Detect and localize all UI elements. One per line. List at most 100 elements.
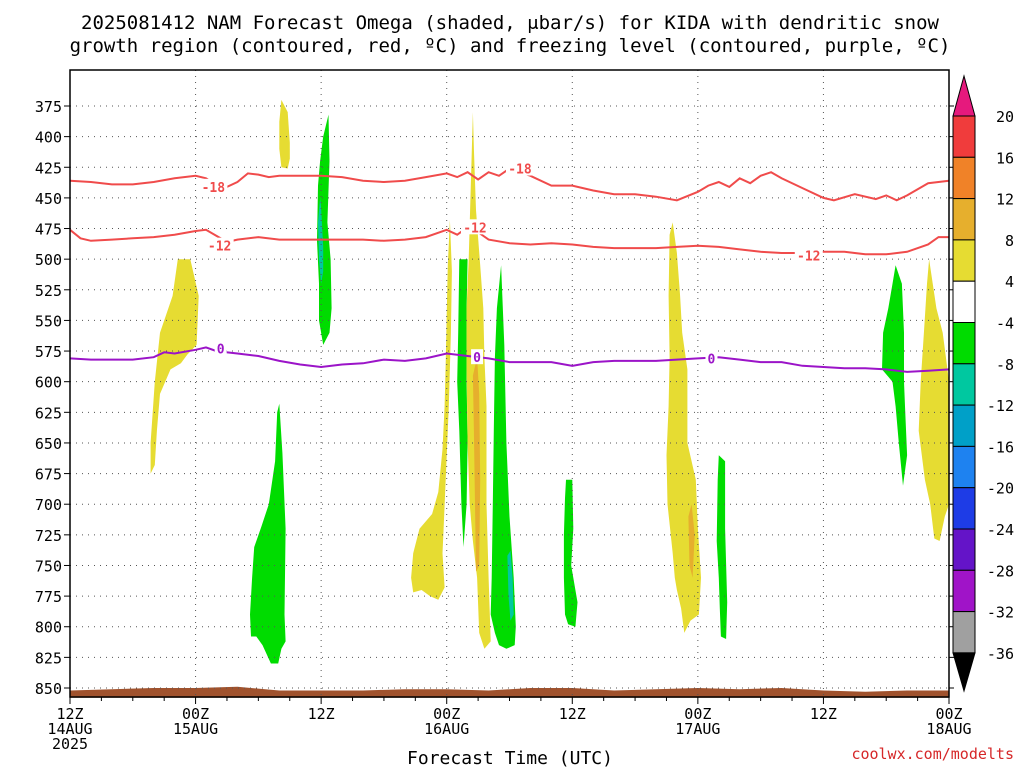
contour-label--18: -18 bbox=[202, 181, 226, 196]
contour-label--12: -12 bbox=[797, 249, 820, 264]
y-tick-label: 850 bbox=[35, 680, 62, 698]
colorbar-top-arrow bbox=[952, 74, 976, 117]
y-tick-label: 600 bbox=[35, 374, 62, 392]
omega-region-green-hr62 bbox=[716, 455, 728, 639]
omega-region-green-hr79 bbox=[882, 265, 908, 486]
colorbar-bottom-arrow bbox=[952, 652, 976, 693]
y-tick-label: 825 bbox=[35, 649, 62, 667]
omega-region-teal-core-hr23 bbox=[318, 197, 324, 284]
y-tick-label: 500 bbox=[35, 251, 62, 269]
contour-label-bg bbox=[705, 350, 718, 366]
grid-lines bbox=[70, 70, 949, 697]
colorbar-band bbox=[952, 322, 976, 365]
y-tick-label: 450 bbox=[35, 190, 62, 208]
contour-label--12: -12 bbox=[463, 221, 486, 236]
contour-line-0 bbox=[69, 346, 950, 373]
colorbar-label: -16 bbox=[987, 438, 1014, 456]
y-tick-label: 475 bbox=[35, 221, 62, 239]
x-tick-label: 12Z bbox=[308, 705, 335, 723]
contour-label-bg bbox=[199, 178, 228, 194]
colorbar-label: -4 bbox=[996, 315, 1014, 333]
x-tick-label: 17AUG bbox=[675, 720, 720, 738]
colorbar-band bbox=[952, 280, 976, 324]
y-tick-label: 625 bbox=[35, 404, 62, 422]
y-tick-label: 775 bbox=[35, 588, 62, 606]
contour-label--18: -18 bbox=[508, 162, 532, 177]
colorbar-band bbox=[952, 156, 976, 200]
colorbar-label: -20 bbox=[987, 480, 1014, 498]
omega-region-plume-hr82 bbox=[918, 259, 949, 541]
omega-region-green-narrow-hr37 bbox=[457, 259, 468, 548]
contour-label-bg bbox=[505, 160, 534, 176]
omega-region-plume-top-small bbox=[279, 99, 290, 169]
x-tick-label: 16AUG bbox=[424, 720, 469, 738]
x-tick-label: 15AUG bbox=[173, 720, 218, 738]
x-tick-label: 12Z bbox=[559, 705, 586, 723]
y-tick-label: 750 bbox=[35, 557, 62, 575]
credit-text: coolwx.com/modelts bbox=[851, 745, 1014, 763]
contour-label-bg bbox=[794, 247, 823, 263]
colorbar-label: -28 bbox=[987, 562, 1014, 580]
colorbar-label: 8 bbox=[1005, 232, 1014, 250]
y-tick-label: 525 bbox=[35, 282, 62, 300]
omega-region-teal-core-hr41 bbox=[507, 550, 514, 621]
x-tick-label: 2025 bbox=[52, 735, 88, 753]
y-tick-label: 550 bbox=[35, 312, 62, 330]
x-tick-label: 00Z bbox=[684, 705, 711, 723]
colorbar-band bbox=[952, 115, 976, 158]
contour-label-0: 0 bbox=[708, 352, 716, 367]
y-tick-label: 700 bbox=[35, 496, 62, 514]
y-tick-label: 675 bbox=[35, 466, 62, 484]
colorbar-label: 4 bbox=[1005, 273, 1014, 291]
colorbar-band bbox=[952, 198, 976, 241]
omega-region-plume-hr33 bbox=[411, 219, 452, 600]
colorbar-band bbox=[952, 363, 976, 406]
pressure-axis: 375 400 425 450 475 500 525 550 575 600 625 650 675 7… bbox=[35, 98, 954, 698]
ground-layer bbox=[70, 686, 949, 698]
y-tick-label: 425 bbox=[35, 159, 62, 177]
x-tick-label: 14AUG bbox=[47, 720, 92, 738]
colorbar-band bbox=[952, 487, 976, 530]
omega-region-plume-early-positive bbox=[150, 259, 199, 474]
x-tick-label: 12Z bbox=[810, 705, 837, 723]
colorbar-band bbox=[952, 445, 976, 489]
colorbar-band bbox=[952, 611, 976, 654]
colorbar-band bbox=[952, 239, 976, 282]
contour-label-bg bbox=[460, 219, 489, 235]
y-tick-label: 725 bbox=[35, 527, 62, 545]
omega-region-green-lower-hr18 bbox=[250, 403, 286, 664]
colorbar-band bbox=[952, 569, 976, 613]
colorbar-label: 20 bbox=[996, 108, 1014, 126]
y-tick-label: 400 bbox=[35, 129, 62, 147]
colorbar-label: -32 bbox=[987, 604, 1014, 622]
colorbar-label: -36 bbox=[987, 645, 1014, 663]
contour-label-bg bbox=[214, 340, 227, 356]
chart-title-line-2: growth region (contoured, red, ºC) and f… bbox=[70, 35, 951, 57]
contour-label-bg bbox=[205, 237, 234, 253]
omega-region-green-small-hr47 bbox=[563, 479, 578, 627]
x-tick-label: 00Z bbox=[935, 705, 962, 723]
y-tick-label: 375 bbox=[35, 98, 62, 116]
x-tick-label: 12Z bbox=[56, 705, 83, 723]
colorbar-label: 12 bbox=[996, 191, 1014, 209]
y-tick-label: 800 bbox=[35, 619, 62, 637]
contour-label--12: -12 bbox=[208, 240, 231, 255]
contour-label-bg bbox=[471, 349, 484, 365]
x-tick-label: 18AUG bbox=[926, 720, 971, 738]
omega-region-orange-core-hr38 bbox=[472, 357, 481, 572]
contour-label-0: 0 bbox=[217, 343, 225, 358]
omega-shading bbox=[150, 99, 949, 664]
colorbar-band bbox=[952, 404, 976, 447]
contour-lines: -18 -18 -12 -12 -12 0 0 0 bbox=[69, 160, 950, 373]
contour-line--18 bbox=[69, 167, 950, 202]
colorbar-label: 16 bbox=[996, 149, 1014, 167]
y-tick-label: 575 bbox=[35, 343, 62, 361]
x-tick-label: 00Z bbox=[433, 705, 460, 723]
x-tick-label: 00Z bbox=[182, 705, 209, 723]
contour-label-0: 0 bbox=[473, 351, 481, 366]
colorbar-label: -8 bbox=[996, 356, 1014, 374]
chart-title-line-1: 2025081412 NAM Forecast Omega (shaded, μ… bbox=[81, 12, 939, 34]
colorbar-band bbox=[952, 528, 976, 571]
